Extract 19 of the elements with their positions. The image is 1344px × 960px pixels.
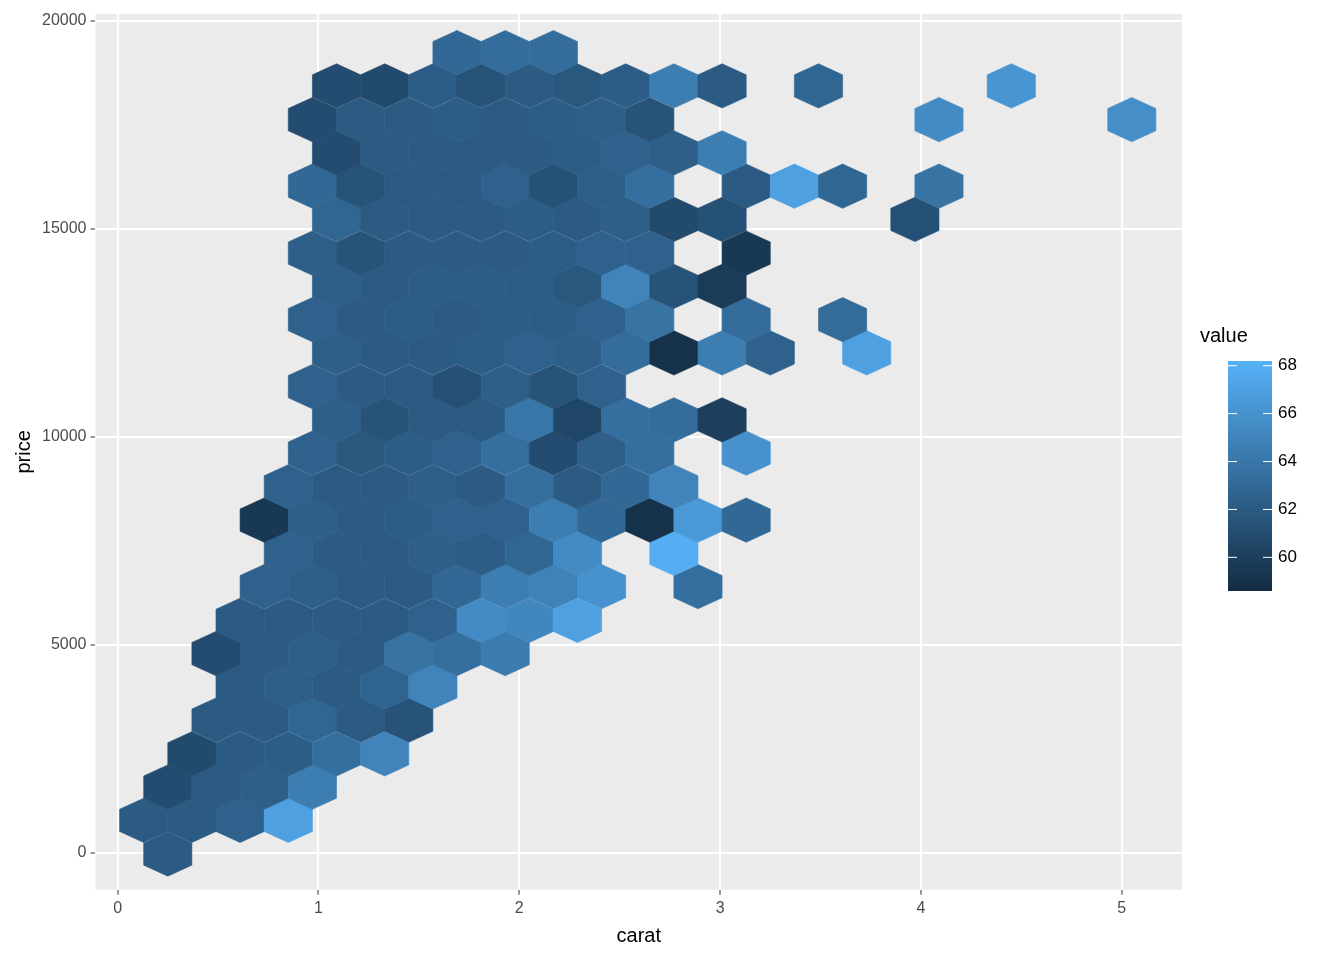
y-tick-label: 5000 — [50, 635, 87, 653]
color-bar-title: value — [1200, 323, 1248, 346]
color-bar-label: 64 — [1278, 451, 1297, 471]
color-bar-label: 68 — [1278, 355, 1297, 375]
color-bar-label: 66 — [1278, 403, 1297, 423]
y-axis-title: price — [11, 430, 34, 474]
color-bar-label: 60 — [1278, 547, 1297, 567]
x-tick-label: 5 — [1117, 898, 1127, 916]
x-axis-title: carat — [616, 923, 662, 946]
x-tick-label: 4 — [916, 898, 926, 916]
y-tick-label: 0 — [77, 843, 87, 861]
y-tick-label: 20000 — [41, 11, 87, 29]
x-tick-label: 3 — [715, 898, 725, 916]
color-bar-label: 62 — [1278, 499, 1297, 519]
x-tick-label: 1 — [313, 898, 323, 916]
y-tick-label: 15000 — [41, 219, 87, 237]
y-tick-label: 10000 — [41, 427, 87, 445]
x-tick-label: 2 — [514, 898, 524, 916]
x-tick-label: 0 — [113, 898, 123, 916]
